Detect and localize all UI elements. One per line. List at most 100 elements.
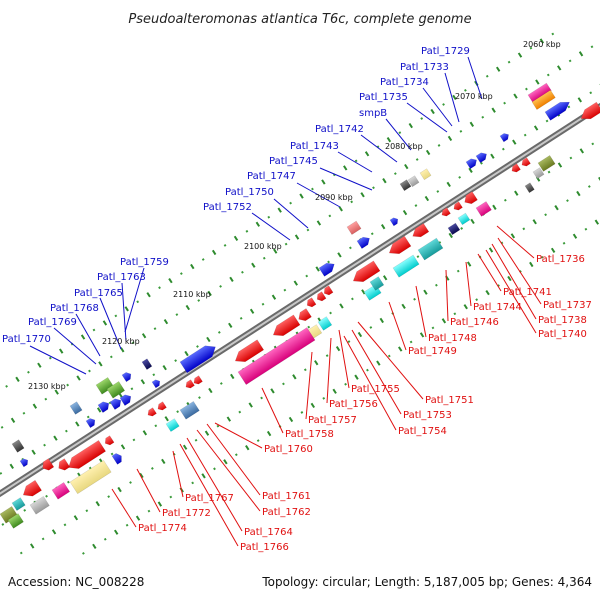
gene-label-patl-1758[interactable]: Patl_1758 <box>285 429 334 440</box>
gene-shape <box>22 479 42 497</box>
gene-label-patl-1767[interactable]: Patl_1767 <box>185 493 234 504</box>
gene-label-patl-1747[interactable]: Patl_1747 <box>247 171 296 182</box>
gene-label-patl-1742[interactable]: Patl_1742 <box>315 124 364 135</box>
gene-label-patl-1756[interactable]: Patl_1756 <box>329 399 378 410</box>
gene-label-patl-1749[interactable]: Patl_1749 <box>408 346 457 357</box>
gene-shape <box>457 212 471 226</box>
gene-label-patl-1753[interactable]: Patl_1753 <box>403 410 452 421</box>
tick-dot <box>539 38 545 44</box>
gene-label-patl-1737[interactable]: Patl_1737 <box>543 300 592 311</box>
gene-label-patl-1761[interactable]: Patl_1761 <box>262 491 311 502</box>
tick-dot <box>545 119 549 123</box>
gene-label-patl-1746[interactable]: Patl_1746 <box>450 317 499 328</box>
tick-dot <box>598 176 600 183</box>
tick-dot <box>424 195 430 202</box>
tick-dot <box>329 311 332 315</box>
gene-label-patl-1735[interactable]: Patl_1735 <box>359 92 408 103</box>
tick-dot <box>288 416 294 423</box>
gene-shape <box>356 236 370 249</box>
leader-line-reverse <box>485 249 537 334</box>
gene-feature <box>465 158 477 170</box>
leader-line-reverse <box>496 225 535 259</box>
tick-dot <box>120 444 126 450</box>
tick-dot <box>85 509 89 513</box>
tick-dot <box>525 87 528 91</box>
gene-label-patl-1750[interactable]: Patl_1750 <box>225 187 274 198</box>
tick-dot <box>453 312 457 316</box>
tick-dot <box>460 227 464 230</box>
tick-dot <box>557 65 562 71</box>
tick-dot <box>510 233 516 239</box>
gene-label-patl-1743[interactable]: Patl_1743 <box>290 141 339 152</box>
gene-label-patl-1774[interactable]: Patl_1774 <box>138 523 187 534</box>
tick-dot <box>351 297 354 301</box>
tick-dot <box>550 247 556 253</box>
tick-dot <box>416 255 420 259</box>
gene-label-patl-1757[interactable]: Patl_1757 <box>308 415 357 426</box>
tick-dot <box>260 396 263 400</box>
tick-dot <box>437 144 441 147</box>
tick-dot <box>430 108 435 115</box>
tick-dot <box>125 523 129 527</box>
gene-shape <box>119 394 132 406</box>
tick-dot <box>303 368 307 372</box>
gene-label-patl-1752[interactable]: Patl_1752 <box>203 202 252 213</box>
tick-dot <box>73 515 79 521</box>
gene-label-patl-1763[interactable]: Patl_1763 <box>97 272 146 283</box>
leader-line-reverse <box>186 437 243 532</box>
gene-label-patl-1741[interactable]: Patl_1741 <box>503 287 552 298</box>
gene-feature <box>11 497 26 511</box>
tick-dot <box>185 304 190 311</box>
gene-shape <box>165 418 180 432</box>
gene-label-patl-1740[interactable]: Patl_1740 <box>538 329 587 340</box>
gene-label-patl-1760[interactable]: Patl_1760 <box>264 444 313 455</box>
tick-dot <box>234 453 238 457</box>
tick-dot <box>343 165 348 171</box>
gene-label-patl-1733[interactable]: Patl_1733 <box>400 62 449 73</box>
tick-dot <box>229 276 234 282</box>
gene-label-patl-1754[interactable]: Patl_1754 <box>398 426 447 437</box>
gene-feature <box>193 375 203 385</box>
gene-label-patl-1759[interactable]: Patl_1759 <box>120 257 169 268</box>
tick-dot <box>354 159 358 163</box>
gene-feature <box>419 168 432 181</box>
tick-dot <box>53 435 58 441</box>
gene-label-patl-1751[interactable]: Patl_1751 <box>425 395 474 406</box>
gene-label-patl-1762[interactable]: Patl_1762 <box>262 507 311 518</box>
gene-shape <box>417 237 444 261</box>
gene-label-patl-1738[interactable]: Patl_1738 <box>538 315 587 326</box>
gene-feature <box>29 495 50 515</box>
tick-dot <box>92 328 96 332</box>
gene-label-patl-1772[interactable]: Patl_1772 <box>162 508 211 519</box>
tick-dot <box>305 274 309 278</box>
tick-dot <box>201 258 205 261</box>
gene-feature <box>580 101 600 120</box>
gene-label-patl-1768[interactable]: Patl_1768 <box>50 303 99 314</box>
gene-label-patl-1729[interactable]: Patl_1729 <box>421 46 470 57</box>
gene-label-smpb[interactable]: smpB <box>359 108 387 119</box>
gene-feature <box>85 418 96 429</box>
tick-dot <box>314 360 319 366</box>
tick-dot <box>152 373 156 377</box>
tick-dot <box>255 221 261 227</box>
gene-label-patl-1745[interactable]: Patl_1745 <box>269 156 318 167</box>
tick-dot <box>267 215 271 219</box>
tick-dot <box>327 260 330 264</box>
leader-line-reverse <box>305 351 313 420</box>
gene-shape <box>352 260 381 283</box>
gene-label-patl-1770[interactable]: Patl_1770 <box>2 334 51 345</box>
gene-label-patl-1736[interactable]: Patl_1736 <box>536 254 585 265</box>
map-title: Pseudoalteromonas atlantica T6c, complet… <box>128 12 471 27</box>
gene-label-patl-1764[interactable]: Patl_1764 <box>244 527 293 538</box>
gene-label-patl-1765[interactable]: Patl_1765 <box>74 288 123 299</box>
tick-dot <box>223 459 228 465</box>
gene-label-patl-1748[interactable]: Patl_1748 <box>428 333 477 344</box>
gene-label-patl-1766[interactable]: Patl_1766 <box>240 542 289 553</box>
gene-label-patl-1769[interactable]: Patl_1769 <box>28 317 77 328</box>
gene-label-patl-1744[interactable]: Patl_1744 <box>473 302 522 313</box>
tick-dot <box>452 94 457 101</box>
gene-label-patl-1734[interactable]: Patl_1734 <box>380 77 429 88</box>
gene-feature <box>447 222 461 236</box>
gene-label-patl-1755[interactable]: Patl_1755 <box>351 384 400 395</box>
tick-dot <box>147 509 151 513</box>
